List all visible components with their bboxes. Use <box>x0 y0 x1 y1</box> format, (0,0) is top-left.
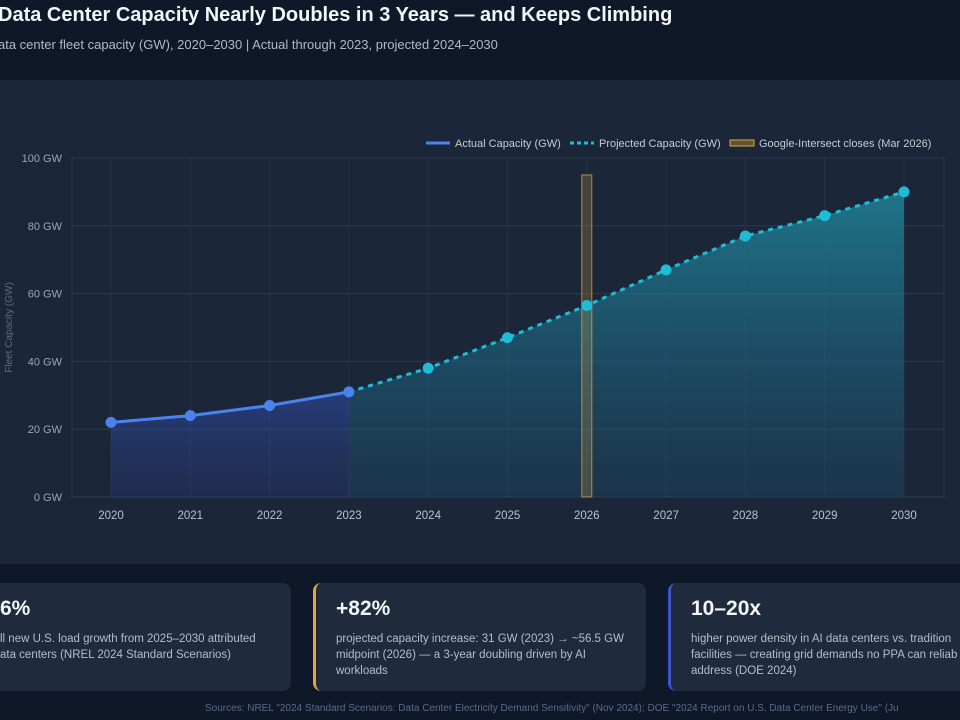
y-tick-label: 40 GW <box>28 356 63 368</box>
projected-data-point <box>739 230 751 242</box>
annotation-bar <box>581 174 593 498</box>
sources-footnote: Sources: NREL "2024 Standard Scenarios: … <box>205 703 899 714</box>
legend-swatch-annotation <box>729 139 755 147</box>
stat-card-load-growth: 6% ll new U.S. load growth from 2025–203… <box>0 583 291 691</box>
projected-data-point <box>898 186 910 198</box>
legend-label-projected: Projected Capacity (GW) <box>599 138 721 150</box>
y-tick-label: 0 GW <box>34 492 63 504</box>
x-tick-label: 2024 <box>415 510 441 522</box>
page-title: Data Center Capacity Nearly Doubles in 3… <box>0 4 673 26</box>
y-tick-label: 20 GW <box>28 424 63 436</box>
projected-data-point <box>581 299 593 311</box>
x-tick-label: 2028 <box>733 510 759 522</box>
stat-description: ll new U.S. load growth from 2025–2030 a… <box>0 633 256 661</box>
y-tick-label: 100 GW <box>22 153 63 165</box>
stat-description: higher power density in AI data centers … <box>691 633 958 677</box>
projected-data-point <box>660 264 672 276</box>
x-tick-label: 2025 <box>495 510 521 522</box>
x-tick-label: 2027 <box>653 510 679 522</box>
stat-description: projected capacity increase: 31 GW (2023… <box>336 633 624 677</box>
y-axis-label: Fleet Capacity (GW) <box>4 282 15 373</box>
projected-data-point <box>422 362 434 374</box>
legend-label-annotation: Google-Intersect closes (Mar 2026) <box>759 138 931 150</box>
x-tick-label: 2021 <box>178 510 204 522</box>
actual-data-point <box>105 416 117 428</box>
x-tick-label: 2022 <box>257 510 283 522</box>
projected-area <box>348 191 904 497</box>
x-tick-label: 2026 <box>574 510 600 522</box>
projected-data-point <box>502 332 513 344</box>
stat-value: 10–20x <box>691 597 762 620</box>
x-tick-label: 2023 <box>336 510 362 522</box>
stat-cards: 6% ll new U.S. load growth from 2025–203… <box>0 583 960 691</box>
x-tick-label: 2030 <box>891 510 917 522</box>
x-tick-label: 2020 <box>98 510 124 522</box>
legend-label-actual: Actual Capacity (GW) <box>455 138 561 150</box>
capacity-chart: 0 GW 20 GW 40 GW 60 GW 80 GW 100 GW 2020 2021 20… <box>4 138 945 522</box>
actual-data-point <box>264 399 276 411</box>
stat-value: +82% <box>336 597 391 620</box>
actual-capacity-line <box>109 390 351 424</box>
y-tick-label: 80 GW <box>28 221 63 233</box>
actual-data-point <box>184 410 196 422</box>
stat-value: 6% <box>0 597 31 620</box>
actual-data-point <box>343 386 355 398</box>
page-subtitle: ata center fleet capacity (GW), 2020–203… <box>0 37 498 52</box>
projected-data-point <box>819 210 831 222</box>
stat-card-capacity-increase: +82% projected capacity increase: 31 GW … <box>313 583 646 691</box>
y-tick-label: 60 GW <box>28 289 63 301</box>
stat-card-power-density: 10–20x higher power density in AI data c… <box>668 583 960 691</box>
chart-panel: 0 GW 20 GW 40 GW 60 GW 80 GW 100 GW 2020 2021 20… <box>0 80 960 564</box>
x-tick-label: 2029 <box>812 510 838 522</box>
actual-area <box>111 391 349 497</box>
projected-capacity-line <box>348 190 905 394</box>
